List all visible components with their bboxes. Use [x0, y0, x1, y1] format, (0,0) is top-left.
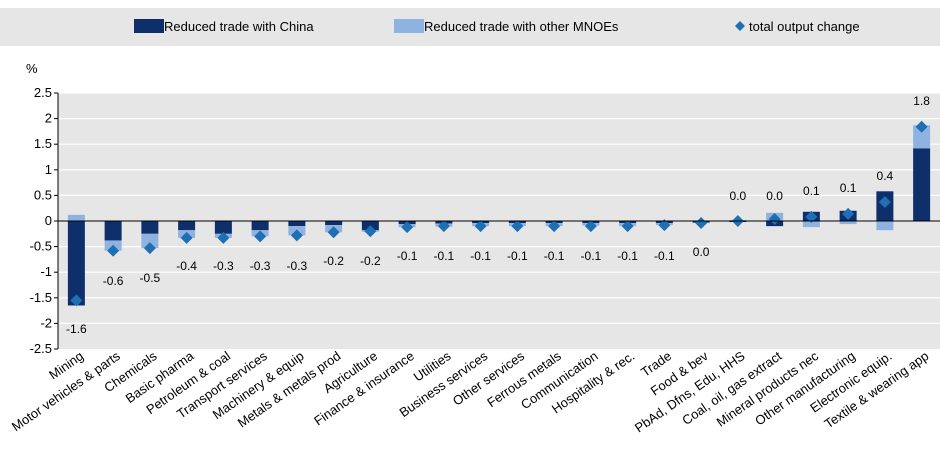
total-output-marker: [364, 225, 377, 238]
bar-china: [141, 221, 159, 234]
total-output-marker: [695, 217, 708, 230]
legend-label: Reduced trade with other MNOEs: [424, 19, 619, 34]
y-tick-label: 0: [45, 213, 52, 228]
legend-label: total output change: [749, 19, 860, 34]
data-label: -0.1: [397, 249, 418, 263]
data-label: -0.3: [287, 259, 308, 273]
data-label: -0.2: [323, 254, 344, 268]
total-output-marker: [327, 226, 340, 239]
bar-china: [178, 221, 196, 231]
total-output-marker: [878, 196, 891, 209]
bar-china: [251, 221, 269, 231]
data-label: -0.4: [176, 259, 197, 273]
data-label: -0.3: [250, 259, 271, 273]
total-output-marker: [621, 220, 634, 233]
data-label: 0.4: [877, 169, 894, 183]
total-output-marker: [548, 220, 561, 233]
bar-china: [913, 148, 931, 221]
y-tick-label: -0.5: [30, 239, 52, 254]
total-output-marker: [217, 231, 230, 244]
total-output-marker: [437, 220, 450, 233]
data-label: -0.5: [140, 271, 161, 285]
data-label: -0.2: [360, 254, 381, 268]
bar-china: [104, 221, 122, 241]
bar-other-mnoes: [141, 233, 159, 249]
data-label: 0.0: [766, 189, 783, 203]
total-output-marker: [254, 230, 267, 243]
data-label: -0.6: [103, 274, 124, 288]
total-output-marker: [70, 294, 83, 307]
data-label: 0.0: [730, 189, 747, 203]
data-label: 0.1: [840, 181, 857, 195]
bar-china: [214, 221, 232, 234]
total-output-marker: [180, 231, 193, 244]
markers: [70, 120, 928, 307]
bar-other-mnoes: [67, 214, 85, 221]
y-tick-label: 2: [45, 111, 52, 126]
legend-swatch: [394, 19, 424, 33]
legend-swatch: [735, 21, 745, 31]
y-tick-label: 2.5: [34, 85, 52, 100]
data-label: -0.1: [581, 249, 602, 263]
legend-swatch: [134, 19, 164, 33]
data-label: -0.1: [434, 249, 455, 263]
y-tick-label: 1.5: [34, 136, 52, 151]
data-label: -0.3: [213, 259, 234, 273]
total-output-marker: [107, 244, 120, 257]
data-label: -0.1: [654, 249, 675, 263]
y-axis: 2.5 2 1.5 1 0.5 0 -0.5 -1 -1.5 -2 -2.5: [30, 85, 59, 356]
total-output-marker: [474, 220, 487, 233]
bar-china: [288, 221, 306, 227]
bar-other-mnoes: [913, 125, 931, 149]
bar-other-mnoes: [802, 221, 820, 228]
total-output-marker: [658, 219, 671, 232]
y-tick-label: -2: [40, 315, 52, 330]
total-output-marker: [401, 221, 414, 234]
bar-other-mnoes: [839, 221, 857, 225]
data-label: -0.1: [507, 249, 528, 263]
total-output-marker: [915, 120, 928, 133]
legend: Reduced trade with China Reduced trade wi…: [134, 19, 860, 34]
data-labels: -1.6 -0.6 -0.5 -0.4 -0.3 -0.3 -0.3 -0.2 -0.2 -0.1…: [66, 94, 930, 336]
y-tick-label: -1.5: [30, 290, 52, 305]
data-label: -1.6: [66, 322, 87, 336]
gridlines: [58, 92, 940, 324]
bar-other-mnoes: [876, 221, 894, 231]
total-output-marker: [143, 242, 156, 255]
y-axis-unit-label: %: [26, 61, 38, 76]
total-output-marker: [584, 220, 597, 233]
bar-china: [325, 221, 343, 226]
total-output-marker: [511, 220, 524, 233]
data-label: -0.1: [617, 249, 638, 263]
legend-label: Reduced trade with China: [164, 19, 314, 34]
total-output-marker: [842, 207, 855, 220]
data-label: 0.0: [693, 245, 710, 259]
total-output-marker: [768, 212, 781, 225]
bar-china: [67, 221, 85, 306]
data-label: -0.1: [544, 249, 565, 263]
data-label: 0.1: [803, 184, 820, 198]
data-label: 1.8: [913, 94, 930, 108]
y-tick-label: -2.5: [30, 341, 52, 356]
total-output-marker: [805, 210, 818, 223]
data-label: -0.1: [470, 249, 491, 263]
total-output-marker: [290, 229, 303, 242]
y-tick-label: 1: [45, 162, 52, 177]
y-tick-label: -1: [40, 264, 52, 279]
y-tick-label: 0.5: [34, 187, 52, 202]
